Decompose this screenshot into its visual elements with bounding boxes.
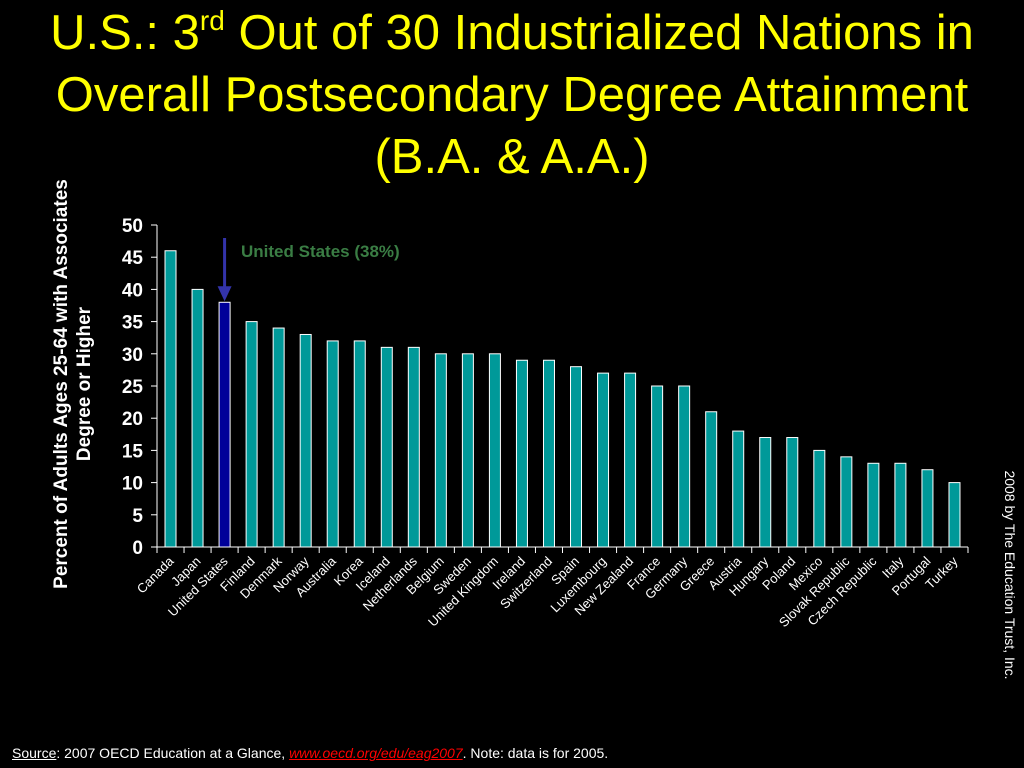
highlight-annotation-text: United States (38%): [241, 242, 400, 261]
bar-mexico: [813, 449, 826, 548]
bar-turkey: [948, 482, 961, 548]
y-tick-label: 20: [122, 409, 143, 430]
source-text-2: . Note: data is for 2005.: [462, 745, 609, 761]
bar-new-zealand: [624, 372, 637, 548]
bar-japan: [191, 288, 204, 548]
bar-luxembourg: [597, 372, 610, 548]
bar-austria: [732, 430, 745, 548]
y-ticks-group: 0 5 10 15 20 25 30 35 40 45 50: [122, 216, 157, 559]
y-tick-label: 0: [132, 538, 143, 559]
y-tick-label: 10: [122, 474, 143, 495]
bar-australia: [326, 340, 339, 548]
bar-sweden: [461, 353, 474, 548]
bar-greece: [705, 411, 718, 548]
bar-italy: [894, 462, 907, 548]
y-tick-label: 15: [122, 441, 144, 462]
bar-finland: [245, 321, 258, 548]
bar-denmark: [272, 327, 285, 548]
bar-united-states: [218, 301, 231, 548]
y-tick-label: 35: [122, 313, 144, 334]
y-tick-label: 45: [122, 248, 144, 269]
title-superscript: rd: [199, 4, 225, 36]
y-tick-label: 25: [122, 377, 144, 398]
bar-france: [651, 385, 664, 548]
bar-poland: [786, 437, 799, 548]
y-tick-label: 5: [132, 506, 143, 527]
bars-group: [164, 250, 961, 548]
bar-hungary: [759, 437, 772, 548]
page-title: U.S.: 3rd Out of 30 Industrialized Natio…: [0, 2, 1024, 188]
copyright-credit: 2008 by The Education Trust, Inc.: [1002, 470, 1018, 680]
source-link[interactable]: www.oecd.org/edu/eag2007: [289, 745, 463, 761]
bar-norway: [299, 333, 312, 548]
source-text-1: : 2007 OECD Education at a Glance,: [56, 745, 290, 761]
title-part-2: Out of 30 Industrialized Nations in Over…: [55, 6, 974, 184]
bar-belgium: [434, 353, 447, 548]
bar-spain: [570, 366, 583, 548]
bar-czech-republic: [867, 462, 880, 548]
source-label: Source: [12, 745, 57, 761]
bar-united-kingdom: [488, 353, 501, 548]
bar-switzerland: [542, 359, 555, 548]
bar-portugal: [921, 469, 934, 548]
source-note: Source: 2007 OECD Education at a Glance,…: [12, 745, 608, 761]
bar-iceland: [380, 346, 393, 548]
highlight-annotation: United States (38%): [217, 238, 400, 302]
bar-ireland: [515, 359, 528, 548]
y-tick-label: 50: [122, 216, 143, 237]
highlight-arrow-head: [217, 286, 232, 302]
y-tick-label: 30: [122, 345, 143, 366]
bar-germany: [678, 385, 691, 548]
y-tick-label: 40: [122, 280, 143, 301]
title-part-1: U.S.: 3: [50, 6, 200, 60]
bar-korea: [353, 340, 366, 548]
bar-slovak-republic: [840, 456, 853, 548]
bar-canada: [164, 250, 177, 548]
bar-netherlands: [407, 346, 420, 548]
